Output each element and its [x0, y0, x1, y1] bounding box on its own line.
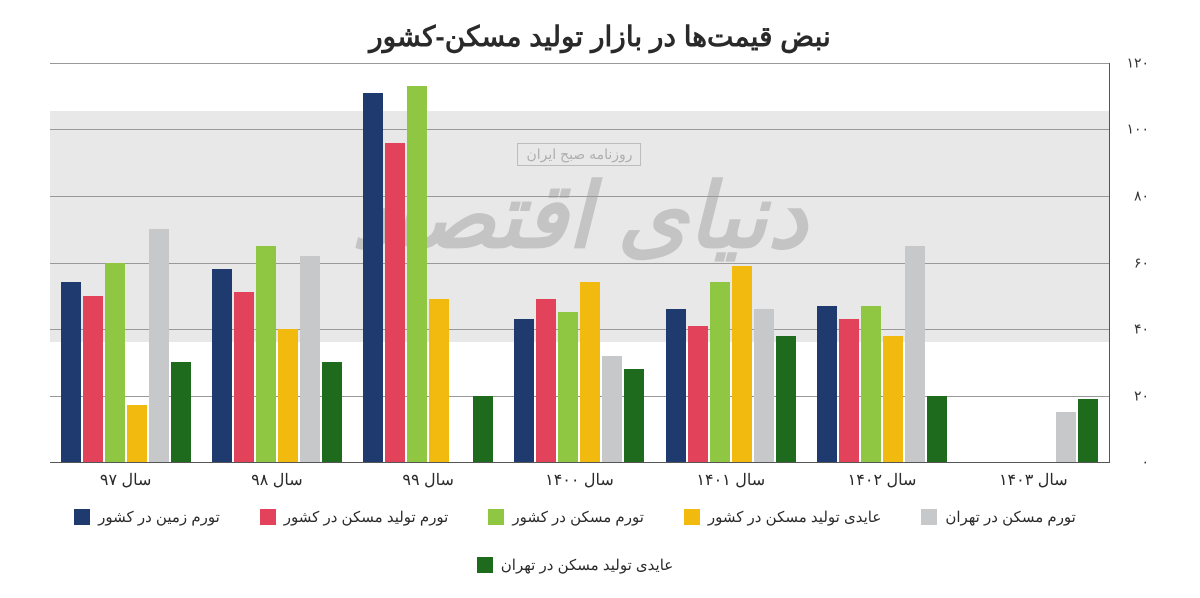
chart-title: نبض قیمت‌ها در بازار تولید مسکن-کشور: [40, 20, 1160, 53]
bar: [300, 256, 320, 462]
legend-item: تورم زمین در کشور: [74, 508, 220, 526]
xtick-label: سال ۱۴۰۰: [504, 470, 655, 490]
xtick-label: سال ۹۹: [353, 470, 504, 490]
bar: [83, 296, 103, 462]
bar: [883, 336, 903, 462]
bar: [776, 336, 796, 462]
bar: [536, 299, 556, 462]
legend-label: تورم مسکن در تهران: [945, 508, 1076, 526]
legend-swatch: [477, 557, 493, 573]
legend: تورم زمین در کشور تورم تولید مسکن در کشور…: [40, 508, 1110, 574]
ytick-label: ۲۰: [1114, 387, 1149, 404]
bar-group: سال ۱۴۰۲: [806, 63, 957, 462]
ytick-label: ۱۰۰: [1114, 121, 1149, 138]
legend-label: تورم زمین در کشور: [98, 508, 220, 526]
legend-label: عایدی تولید مسکن در کشور: [708, 508, 881, 526]
bar: [754, 309, 774, 462]
ytick-label: ۴۰: [1114, 320, 1149, 337]
bar: [105, 263, 125, 463]
legend-item: تورم مسکن در تهران: [921, 508, 1076, 526]
bar: [407, 86, 427, 462]
bar: [234, 292, 254, 462]
legend-swatch: [260, 509, 276, 525]
bar: [688, 326, 708, 462]
legend-swatch: [684, 509, 700, 525]
legend-item: عایدی تولید مسکن در کشور: [684, 508, 881, 526]
xtick-label: سال ۱۴۰۱: [655, 470, 806, 490]
bar: [363, 93, 383, 462]
ytick-label: ۱۲۰: [1114, 55, 1149, 72]
bar: [127, 405, 147, 462]
bar: [817, 306, 837, 462]
ytick-label: ۰: [1114, 454, 1149, 471]
ytick-label: ۶۰: [1114, 254, 1149, 271]
bar: [732, 266, 752, 462]
bar: [473, 396, 493, 462]
bar: [278, 329, 298, 462]
legend-item: تورم تولید مسکن در کشور: [260, 508, 449, 526]
bar: [558, 312, 578, 462]
legend-swatch: [488, 509, 504, 525]
bar: [1078, 399, 1098, 462]
bar: [710, 282, 730, 462]
ytick-label: ۸۰: [1114, 187, 1149, 204]
bar: [61, 282, 81, 462]
bar-group: سال ۹۷: [50, 63, 201, 462]
bar: [149, 229, 169, 462]
xtick-label: سال ۱۴۰۳: [958, 470, 1109, 490]
bar: [839, 319, 859, 462]
bar: [861, 306, 881, 462]
xtick-label: سال ۹۸: [201, 470, 352, 490]
bar: [666, 309, 686, 462]
bar-group: سال ۱۴۰۱: [655, 63, 806, 462]
bar: [580, 282, 600, 462]
legend-label: تورم تولید مسکن در کشور: [284, 508, 449, 526]
bar: [385, 143, 405, 462]
bar: [322, 362, 342, 462]
bar: [212, 269, 232, 462]
legend-item: تورم مسکن در کشور: [488, 508, 644, 526]
legend-swatch: [74, 509, 90, 525]
chart-container: نبض قیمت‌ها در بازار تولید مسکن-کشور روز…: [0, 0, 1200, 598]
xtick-label: سال ۱۴۰۲: [806, 470, 957, 490]
legend-swatch: [921, 509, 937, 525]
bar-group: سال ۱۴۰۰: [504, 63, 655, 462]
legend-label: تورم مسکن در کشور: [512, 508, 644, 526]
bar: [514, 319, 534, 462]
bar: [171, 362, 191, 462]
bar: [256, 246, 276, 462]
bar: [1056, 412, 1076, 462]
bar: [602, 356, 622, 462]
legend-label: عایدی تولید مسکن در تهران: [501, 556, 673, 574]
legend-item: عایدی تولید مسکن در تهران: [477, 556, 673, 574]
bar-groups: سال ۹۷سال ۹۸سال ۹۹سال ۱۴۰۰سال ۱۴۰۱سال ۱۴…: [50, 63, 1109, 462]
xtick-label: سال ۹۷: [50, 470, 201, 490]
bar: [927, 396, 947, 462]
bar-group: سال ۹۹: [353, 63, 504, 462]
bar-group: سال ۹۸: [201, 63, 352, 462]
bar: [624, 369, 644, 462]
plot-area: روزنامه صبح ایران دنیای اقتصاد ۰۲۰۴۰۶۰۸۰…: [50, 63, 1110, 463]
bar: [429, 299, 449, 462]
bar-group: سال ۱۴۰۳: [958, 63, 1109, 462]
bar: [905, 246, 925, 462]
